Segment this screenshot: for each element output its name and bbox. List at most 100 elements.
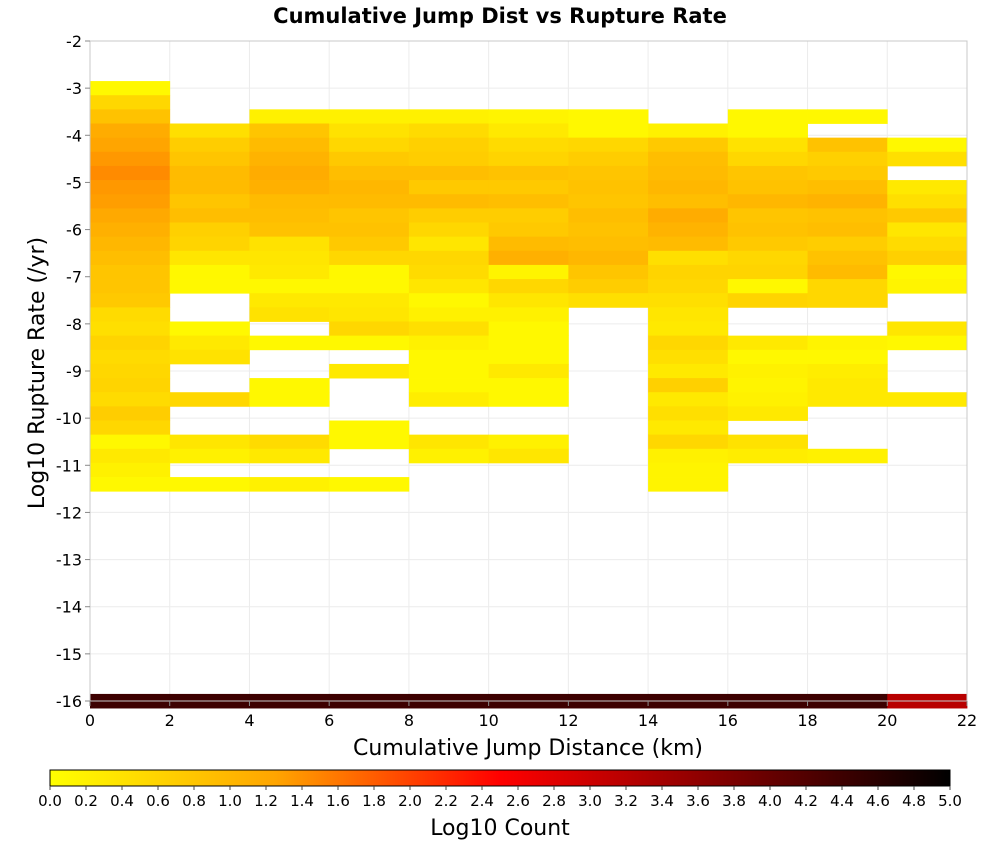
y-tick-label: -15 bbox=[56, 645, 82, 664]
heatmap-cell bbox=[648, 321, 729, 337]
heatmap-cell bbox=[727, 123, 808, 139]
heatmap-cell bbox=[169, 151, 250, 167]
heatmap-cell bbox=[408, 307, 490, 322]
heatmap-cell bbox=[249, 448, 330, 464]
heatmap-cell bbox=[488, 151, 569, 167]
heatmap-cell bbox=[90, 307, 171, 322]
heatmap-cell bbox=[568, 236, 649, 252]
heatmap-cell bbox=[648, 307, 729, 322]
heatmap-cell bbox=[807, 151, 888, 167]
heatmap-cell bbox=[169, 123, 250, 139]
colorbar-tick-label: 0.8 bbox=[182, 792, 206, 810]
y-tick-label: -10 bbox=[56, 409, 82, 428]
heatmap-cell bbox=[727, 434, 808, 450]
heatmap-cell bbox=[887, 279, 968, 294]
heatmap-cell bbox=[90, 165, 171, 181]
heatmap-cell bbox=[887, 335, 968, 351]
heatmap-cell bbox=[887, 180, 968, 195]
heatmap-cell bbox=[329, 208, 410, 223]
heatmap-cell bbox=[807, 279, 888, 294]
heatmap-cell bbox=[887, 222, 968, 238]
heatmap-cell bbox=[169, 392, 250, 407]
heatmap-cell bbox=[169, 279, 250, 294]
heatmap-cell bbox=[568, 137, 649, 153]
heatmap-cell bbox=[807, 392, 888, 407]
y-axis-label: Log10 Rupture Rate (/yr) bbox=[25, 237, 50, 509]
heatmap-cell bbox=[807, 165, 888, 181]
heatmap-cell bbox=[90, 123, 171, 139]
colorbar-tick-label: 1.2 bbox=[254, 792, 278, 810]
heatmap-cell bbox=[90, 448, 171, 464]
heatmap-cell bbox=[648, 462, 729, 478]
heatmap-cell bbox=[648, 420, 729, 436]
heatmap-cell bbox=[169, 180, 250, 195]
heatmap-cell bbox=[90, 95, 171, 110]
heatmap-cell bbox=[648, 279, 729, 294]
heatmap-cell bbox=[807, 378, 888, 393]
chart-title: Cumulative Jump Dist vs Rupture Rate bbox=[273, 4, 727, 28]
x-tick-label: 6 bbox=[324, 711, 334, 730]
heatmap-cell bbox=[408, 109, 490, 124]
heatmap-cell bbox=[408, 137, 490, 153]
heatmap-cell bbox=[727, 194, 808, 209]
heatmap-cell bbox=[648, 165, 729, 181]
heatmap-cell bbox=[568, 264, 649, 280]
heatmap-cell bbox=[807, 180, 888, 195]
heatmap-cell bbox=[169, 477, 250, 492]
heatmap-cell bbox=[727, 335, 808, 351]
heatmap-cell bbox=[887, 151, 968, 167]
heatmap-cell bbox=[887, 250, 968, 266]
heatmap-cell bbox=[648, 208, 729, 223]
y-tick-label: -5 bbox=[66, 173, 82, 192]
colorbar-tick-label: 4.6 bbox=[866, 792, 890, 810]
heatmap-cell bbox=[807, 264, 888, 280]
heatmap-cell bbox=[807, 335, 888, 351]
x-tick-label: 8 bbox=[404, 711, 414, 730]
heatmap-cell bbox=[329, 293, 410, 308]
heatmap-cell bbox=[329, 420, 410, 436]
heatmap-cell bbox=[169, 264, 250, 280]
x-tick-label: 2 bbox=[165, 711, 175, 730]
y-tick-label: -12 bbox=[56, 503, 82, 522]
heatmap-cell bbox=[727, 406, 808, 421]
heatmap-cell bbox=[727, 208, 808, 223]
heatmap-cell bbox=[408, 434, 490, 450]
colorbar-tick-label: 1.0 bbox=[218, 792, 242, 810]
heatmap-cell bbox=[169, 222, 250, 238]
heatmap-cell bbox=[727, 222, 808, 238]
heatmap-cell bbox=[329, 264, 410, 280]
heatmap-cell bbox=[408, 279, 490, 294]
heatmap-cell bbox=[249, 109, 330, 124]
heatmap-cell bbox=[329, 335, 410, 351]
heatmap-cell bbox=[249, 250, 330, 266]
heatmap-cell bbox=[727, 378, 808, 393]
heatmap-cell bbox=[488, 321, 569, 337]
heatmap-cell bbox=[249, 137, 330, 153]
heatmap-cell bbox=[169, 236, 250, 252]
heatmap-cell bbox=[249, 434, 330, 450]
heatmap-cell bbox=[169, 448, 250, 464]
heatmap-cell bbox=[727, 293, 808, 308]
heatmap-cell bbox=[807, 293, 888, 308]
heatmap-cell bbox=[648, 194, 729, 209]
y-axis-ticks: -2 -3 -4 -5 -6 -7 -8 -9 -10 -11 -12 -13 -14 -15 -16 bbox=[56, 32, 90, 711]
heatmap-cell bbox=[568, 194, 649, 209]
heatmap-cell bbox=[648, 392, 729, 407]
heatmap-cell bbox=[807, 349, 888, 365]
heatmap-cell bbox=[169, 335, 250, 351]
x-tick-label: 10 bbox=[478, 711, 498, 730]
heatmap-cell bbox=[727, 236, 808, 252]
heatmap-cell bbox=[408, 222, 490, 238]
y-tick-label: -6 bbox=[66, 221, 82, 240]
heatmap-cell bbox=[488, 307, 569, 322]
heatmap-cell bbox=[90, 434, 171, 450]
colorbar-tick-label: 2.2 bbox=[434, 792, 458, 810]
x-tick-label: 18 bbox=[797, 711, 817, 730]
heatmap-cell bbox=[329, 123, 410, 139]
heatmap-cell bbox=[408, 378, 490, 393]
heatmap-cell bbox=[169, 250, 250, 266]
heatmap-cell bbox=[90, 250, 171, 266]
y-tick-label: -13 bbox=[56, 551, 82, 570]
heatmap-cell bbox=[329, 363, 410, 379]
heatmap-cell bbox=[408, 264, 490, 280]
